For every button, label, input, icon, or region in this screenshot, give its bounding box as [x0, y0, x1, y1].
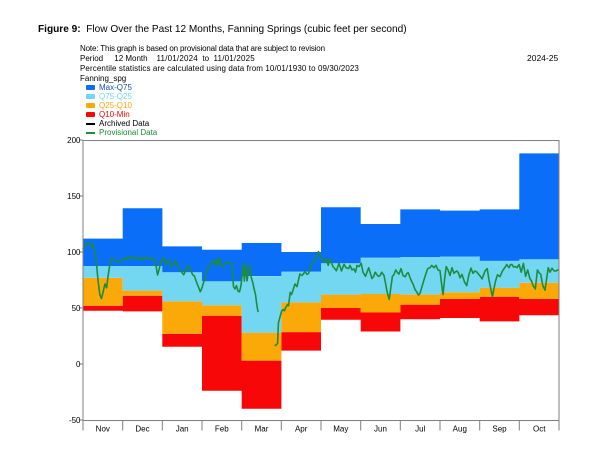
svg-text:-50: -50	[69, 416, 81, 425]
svg-text:Mar: Mar	[255, 425, 269, 434]
svg-text:Nov: Nov	[96, 425, 110, 434]
svg-text:Jan: Jan	[176, 425, 189, 434]
svg-text:150: 150	[67, 192, 81, 201]
svg-text:Jul: Jul	[415, 425, 425, 434]
svg-text:Oct: Oct	[533, 425, 546, 434]
svg-text:50: 50	[72, 304, 81, 313]
svg-text:Apr: Apr	[295, 425, 308, 434]
svg-text:100: 100	[67, 248, 81, 257]
svg-text:0: 0	[76, 360, 81, 369]
svg-text:Jun: Jun	[374, 425, 387, 434]
svg-text:Dec: Dec	[135, 425, 149, 434]
svg-text:Sep: Sep	[492, 425, 507, 434]
svg-text:May: May	[333, 425, 348, 434]
svg-text:200: 200	[67, 136, 81, 145]
svg-text:Aug: Aug	[453, 425, 467, 434]
svg-text:Feb: Feb	[215, 425, 229, 434]
